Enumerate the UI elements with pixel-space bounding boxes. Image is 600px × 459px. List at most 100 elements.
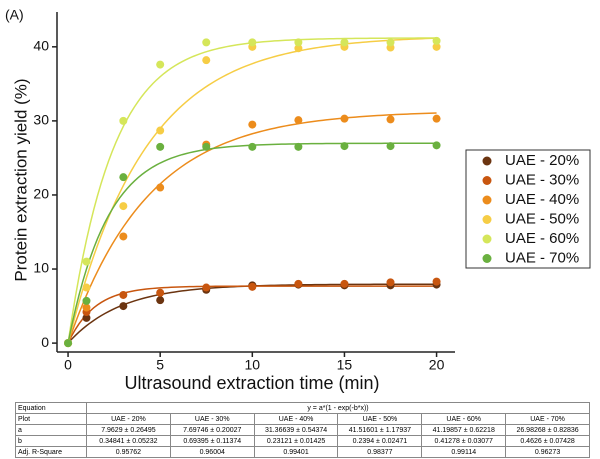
data-point: [294, 44, 303, 53]
table-cell: UAE - 20%: [86, 413, 171, 425]
data-point: [156, 126, 165, 135]
table-cell: UAE - 40%: [253, 413, 339, 425]
table-cell: 0.2394 ± 0.02471: [337, 435, 423, 447]
legend-marker: [482, 156, 492, 166]
data-point: [82, 303, 91, 312]
table-cell: y = a*(1 - exp(-b*x)): [86, 402, 590, 414]
data-point: [432, 42, 441, 51]
data-point: [248, 282, 257, 291]
data-point: [248, 142, 257, 151]
y-tick-label: 20: [33, 186, 49, 202]
data-point: [156, 288, 165, 297]
table-cell: 26.98268 ± 0.82836: [505, 424, 590, 436]
table-cell: 0.69395 ± 0.11374: [169, 435, 255, 447]
table-cell: 0.95762: [86, 446, 171, 458]
table-row: Adj. R-Square 0.95762 0.96004 0.99401 0.9837…: [15, 446, 590, 458]
x-tick-label: 20: [429, 357, 445, 373]
data-point: [156, 142, 165, 151]
y-axis-label: Protein extraction yield (%): [11, 78, 30, 281]
x-axis-label: Ultrasound extraction time (min): [124, 373, 379, 393]
legend-label: UAE - 40%: [505, 191, 579, 208]
x-tick-label: 10: [245, 357, 261, 373]
x-tick-label: 0: [64, 357, 72, 373]
table-cell: 0.99114: [421, 446, 507, 458]
table-cell: UAE - 70%: [505, 413, 590, 425]
data-point: [202, 142, 211, 151]
legend-label: UAE - 60%: [505, 230, 579, 247]
data-point: [202, 38, 211, 47]
data-point: [340, 142, 349, 151]
table-cell: 0.99401: [253, 446, 339, 458]
data-point: [82, 283, 91, 292]
data-point: [294, 279, 303, 288]
fit-curve: [67, 37, 437, 344]
table-cell: Equation: [15, 402, 87, 414]
table-cell: Plot: [15, 413, 87, 425]
table-cell: 7.69746 ± 0.20027: [169, 424, 255, 436]
table-row: Plot UAE - 20% UAE - 30% UAE - 40% UAE - 50%…: [15, 413, 590, 425]
y-tick-label: 40: [33, 38, 49, 54]
data-point: [156, 183, 165, 192]
table-row: a 7.9629 ± 0.26495 7.69746 ± 0.20027 31.366…: [15, 424, 590, 436]
data-point: [202, 283, 211, 292]
legend-label: UAE - 30%: [505, 171, 579, 188]
data-point: [119, 173, 128, 182]
table-cell: a: [15, 424, 87, 436]
table-cell: UAE - 30%: [169, 413, 255, 425]
data-point: [202, 56, 211, 65]
table-cell: 41.19857 ± 0.62218: [421, 424, 507, 436]
x-tick-label: 5: [156, 357, 164, 373]
legend-marker: [482, 234, 492, 244]
data-point: [386, 278, 395, 287]
table-cell: 0.34841 ± 0.05232: [86, 435, 171, 447]
legend-label: UAE - 70%: [505, 249, 579, 266]
data-point: [386, 38, 395, 47]
data-point: [119, 302, 128, 311]
table-cell: 0.96273: [505, 446, 590, 458]
table-cell: Adj. R-Square: [15, 446, 87, 458]
legend-label: UAE - 20%: [505, 152, 579, 169]
table-cell: UAE - 60%: [421, 413, 507, 425]
fit-curve: [67, 112, 437, 344]
data-point: [156, 60, 165, 69]
data-point: [432, 277, 441, 286]
data-point: [82, 257, 91, 266]
y-tick-label: 0: [41, 334, 49, 350]
data-point: [386, 115, 395, 124]
legend-label: UAE - 50%: [505, 210, 579, 227]
fit-table: Equation y = a*(1 - exp(-b*x)) Plot UAE - 2…: [15, 402, 590, 458]
table-cell: UAE - 50%: [337, 413, 423, 425]
legend-box: [465, 149, 591, 269]
data-point: [119, 232, 128, 241]
table-row: Equation y = a*(1 - exp(-b*x)): [15, 402, 590, 414]
table-cell: 41.51601 ± 1.17937: [337, 424, 423, 436]
table-cell: 0.23121 ± 0.01425: [253, 435, 339, 447]
x-tick-label: 15: [337, 357, 353, 373]
table-cell: 0.41278 ± 0.03077: [421, 435, 507, 447]
data-point: [82, 296, 91, 305]
legend-marker: [482, 215, 492, 224]
data-point: [340, 279, 349, 288]
data-point: [248, 120, 257, 129]
legend-marker: [482, 176, 492, 185]
table-cell: 0.98377: [337, 446, 423, 458]
data-point: [119, 290, 128, 299]
table-cell: 0.4626 ± 0.07428: [505, 435, 590, 447]
data-point: [156, 296, 165, 305]
data-point: [432, 36, 441, 45]
table-cell: b: [15, 435, 87, 447]
table-cell: 0.96004: [169, 446, 255, 458]
data-point: [294, 142, 303, 151]
panel-label: (A): [5, 7, 24, 23]
data-point: [294, 116, 303, 125]
data-point: [119, 202, 128, 211]
data-point: [64, 339, 73, 348]
table-cell: 31.36639 ± 0.54374: [253, 424, 339, 436]
table-cell: 7.9629 ± 0.26495: [86, 424, 171, 436]
y-tick-label: 10: [33, 260, 49, 276]
data-point: [432, 114, 441, 123]
legend-marker: [482, 254, 492, 263]
y-tick-label: 30: [33, 112, 49, 128]
data-point: [119, 116, 128, 125]
